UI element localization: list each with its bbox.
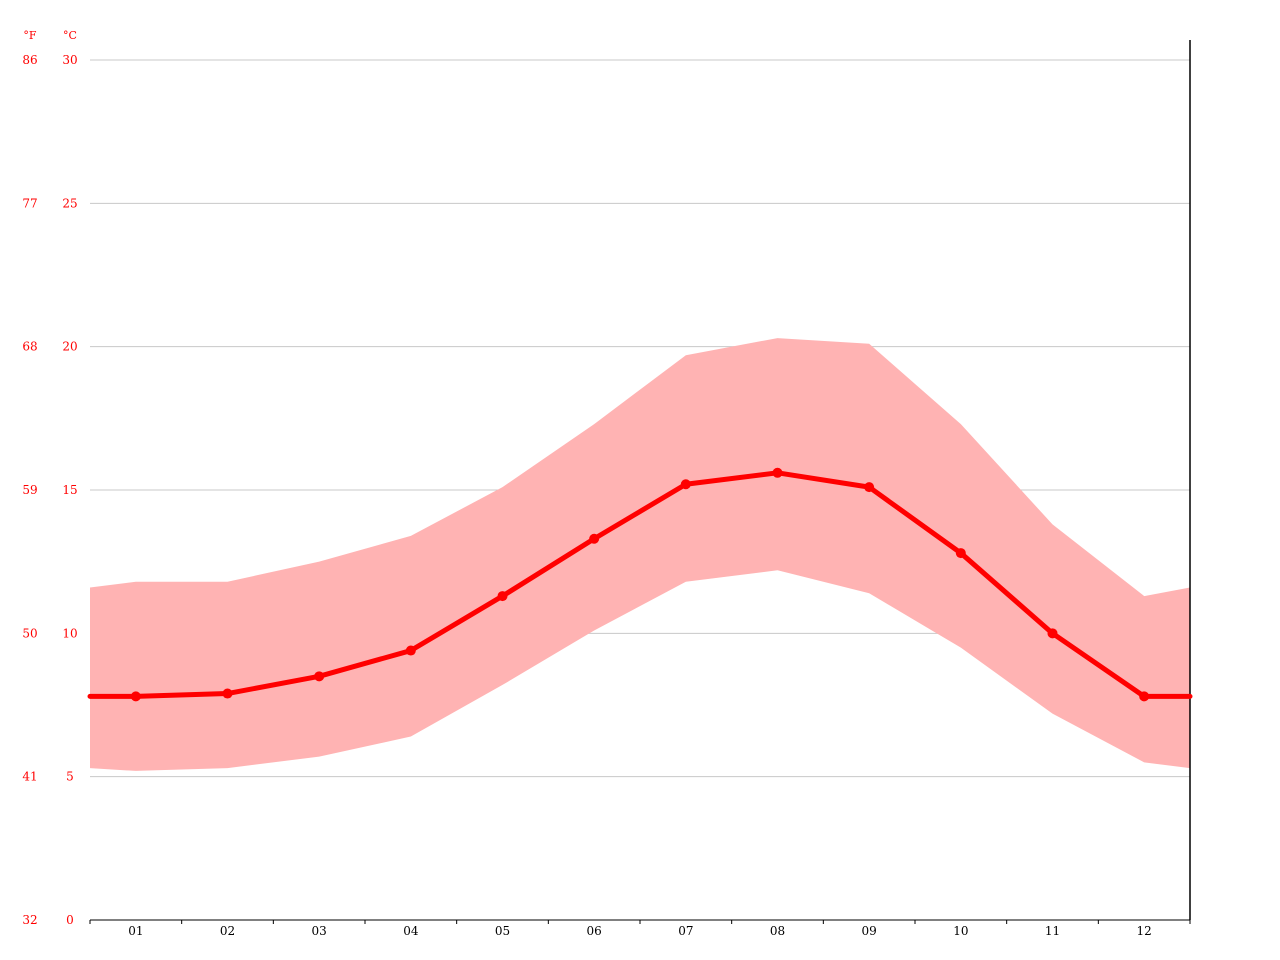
y-tick-fahrenheit-50: 50: [22, 626, 37, 640]
y-tick-fahrenheit-68: 68: [22, 340, 37, 354]
y-tick-celsius-5: 5: [66, 770, 74, 784]
data-point-09: [864, 482, 875, 493]
data-point-06: [589, 533, 600, 544]
data-point-08: [772, 467, 783, 478]
data-point-07: [680, 479, 691, 490]
x-tick-label-12: 12: [1137, 924, 1152, 938]
mean-temperature-line: [87, 467, 1193, 702]
y-tick-celsius-30: 30: [62, 53, 77, 67]
x-tick-label-09: 09: [862, 924, 877, 938]
axes: [89, 40, 1191, 924]
x-tick-label-03: 03: [312, 924, 327, 938]
temperature-range-band: [90, 338, 1190, 771]
y-tick-fahrenheit-32: 32: [22, 913, 37, 927]
y-tick-fahrenheit-86: 86: [22, 53, 37, 67]
x-tick-label-08: 08: [770, 924, 785, 938]
y-tick-fahrenheit-77: 77: [22, 196, 37, 210]
x-tick-label-10: 10: [953, 924, 968, 938]
y-tick-celsius-25: 25: [62, 196, 77, 210]
y-tick-fahrenheit-41: 41: [22, 770, 37, 784]
fahrenheit-unit-label: °F: [23, 29, 37, 42]
tick-labels: °F °C 0 32 5 41 10 50 15 59 20 68 25 77 30 86 01 02 03 04…: [22, 29, 1151, 938]
range-band-area: [90, 338, 1190, 771]
y-tick-fahrenheit-59: 59: [22, 483, 37, 497]
x-tick-label-06: 06: [587, 924, 602, 938]
x-tick-label-11: 11: [1045, 924, 1060, 938]
y-tick-celsius-20: 20: [62, 340, 77, 354]
y-tick-celsius-15: 15: [62, 483, 77, 497]
x-tick-label-05: 05: [495, 924, 510, 938]
x-tick-label-07: 07: [678, 924, 693, 938]
data-point-03: [314, 671, 325, 682]
data-point-02: [222, 688, 233, 699]
y-tick-celsius-10: 10: [62, 626, 77, 640]
y-tick-celsius-0: 0: [66, 913, 74, 927]
x-tick-label-02: 02: [220, 924, 235, 938]
series-line: [87, 470, 1193, 699]
data-point-12: [1139, 691, 1150, 702]
data-point-11: [1047, 628, 1058, 639]
data-point-04: [405, 645, 416, 656]
data-point-10: [955, 548, 966, 559]
data-point-05: [497, 591, 508, 602]
x-tick-label-04: 04: [403, 924, 419, 938]
data-point-01: [130, 691, 141, 702]
celsius-unit-label: °C: [63, 29, 77, 42]
x-tick-label-01: 01: [128, 924, 143, 938]
